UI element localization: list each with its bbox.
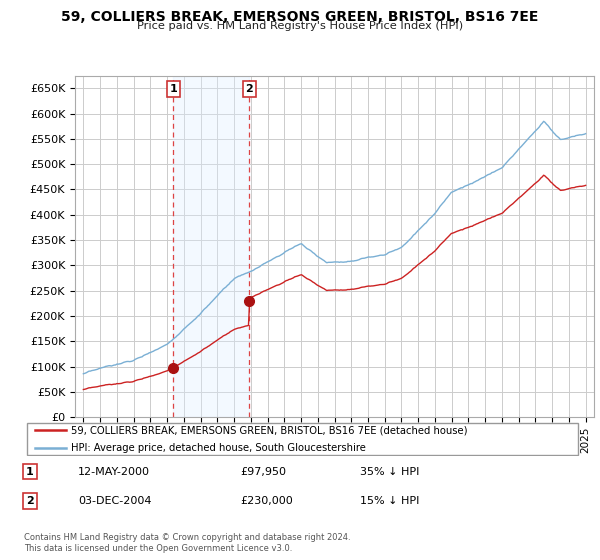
Text: HPI: Average price, detached house, South Gloucestershire: HPI: Average price, detached house, Sout… <box>71 443 367 452</box>
FancyBboxPatch shape <box>27 423 578 455</box>
Text: Contains HM Land Registry data © Crown copyright and database right 2024.
This d: Contains HM Land Registry data © Crown c… <box>24 533 350 553</box>
Text: 2: 2 <box>26 496 34 506</box>
Text: 12-MAY-2000: 12-MAY-2000 <box>78 466 150 477</box>
Text: 1: 1 <box>169 84 177 94</box>
Text: 35% ↓ HPI: 35% ↓ HPI <box>360 466 419 477</box>
Bar <box>173 76 250 417</box>
Text: 15% ↓ HPI: 15% ↓ HPI <box>360 496 419 506</box>
Text: 59, COLLIERS BREAK, EMERSONS GREEN, BRISTOL, BS16 7EE (detached house): 59, COLLIERS BREAK, EMERSONS GREEN, BRIS… <box>71 426 468 435</box>
Text: £97,950: £97,950 <box>240 466 286 477</box>
Text: 2: 2 <box>245 84 253 94</box>
Text: 59, COLLIERS BREAK, EMERSONS GREEN, BRISTOL, BS16 7EE: 59, COLLIERS BREAK, EMERSONS GREEN, BRIS… <box>61 10 539 24</box>
Text: 03-DEC-2004: 03-DEC-2004 <box>78 496 151 506</box>
Text: Price paid vs. HM Land Registry's House Price Index (HPI): Price paid vs. HM Land Registry's House … <box>137 21 463 31</box>
Text: £230,000: £230,000 <box>240 496 293 506</box>
Text: 1: 1 <box>26 466 34 477</box>
